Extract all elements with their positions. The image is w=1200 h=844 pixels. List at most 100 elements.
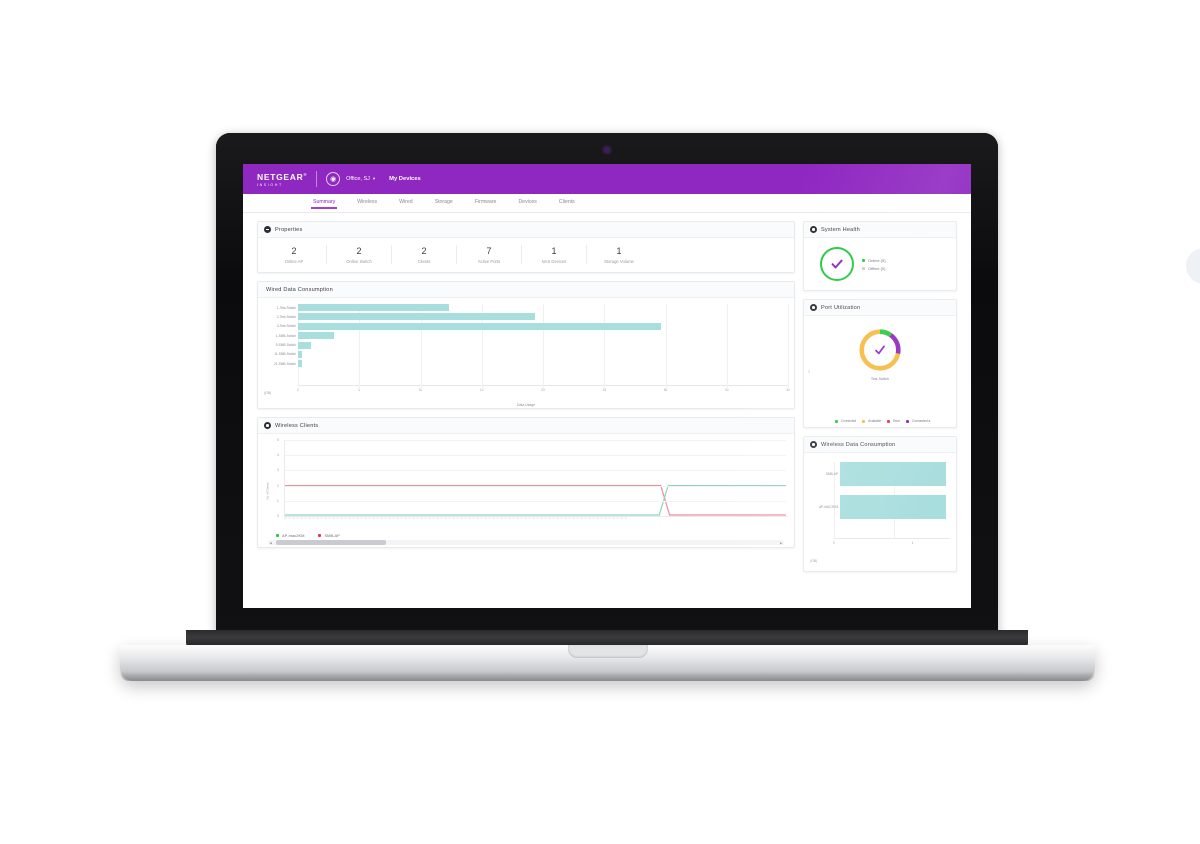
check-circle-icon (820, 247, 854, 281)
wireless-clients-x-axis: 12:00 12:00 12:00 12:00 12:00 12:00 12:00 12:00… (284, 516, 788, 531)
stat-label: Storage Volume (604, 259, 634, 264)
tab-firmware[interactable]: Firmware (474, 198, 497, 205)
wireless-data-consumption-card: Wireless Data Consumption SMB-AP AP-MAC2K… (803, 436, 957, 572)
y-tick-label: 2 (277, 483, 279, 488)
gridline (665, 304, 667, 390)
wired-x-axis-title: Data Usage (517, 403, 535, 407)
bar-row: 5-SMB-Switch (276, 341, 788, 349)
properties-card: Properties 2 Online AP 2 Online Switch (257, 221, 795, 273)
scroll-right-icon[interactable]: ▶ (780, 540, 783, 545)
legend-item-connected-lower-speed[interactable]: Connected a (906, 419, 930, 423)
port-utilization-device-name: Test-Switch (870, 377, 890, 381)
legend-item[interactable]: AP-mac2KM (276, 533, 304, 538)
legend-label: Available (868, 419, 882, 423)
legend-swatch (834, 419, 838, 423)
stat-value: 2 (291, 246, 297, 256)
wired-title: Wired Data Consumption (266, 286, 333, 293)
x-tick-label: 5 (358, 388, 361, 392)
legend-label: Online (5) (868, 257, 886, 263)
stat-value: 7 (486, 246, 492, 256)
tab-summary[interactable]: Summary (310, 199, 338, 209)
circle-dot-icon[interactable] (264, 422, 271, 429)
main-tabs: Summary Wireless Wired Storage Firmware … (243, 194, 971, 213)
chevron-down-icon[interactable]: ▾ (372, 176, 376, 181)
x-tick-label: 20 (541, 388, 545, 392)
legend-item-error[interactable]: Error (887, 419, 900, 423)
tab-wireless[interactable]: Wireless (357, 198, 378, 205)
bar-row: 1-Test-Switch (277, 304, 788, 311)
legend-item[interactable]: SMB-AP (318, 533, 340, 538)
bar (298, 350, 303, 358)
legend-item-online[interactable]: Online (5) (862, 258, 886, 263)
wired-card-header: Wired Data Consumption (258, 282, 794, 298)
horizontal-scrollbar[interactable]: ◀ ▶ (268, 540, 784, 545)
wireless-data-title: Wireless Data Consumption (821, 441, 896, 448)
legend-label: Connected (840, 419, 857, 423)
circle-dot-icon[interactable] (810, 441, 817, 448)
tab-clients[interactable]: Clients (558, 198, 575, 205)
bar-row: SMB-AP (826, 462, 950, 486)
bar-row: 2-Test-Switch (277, 313, 788, 321)
brand-subtitle: INSIGHT (257, 182, 283, 187)
chevron-left-icon[interactable]: ‹ (808, 368, 811, 375)
org-name[interactable]: Office, SJ (346, 176, 370, 182)
donut-segments (859, 329, 901, 371)
circle-dot-icon[interactable] (810, 304, 817, 311)
brand-trademark-icon: ® (303, 172, 308, 178)
legend-label: Offline (0) (868, 265, 886, 271)
dashboard-left-column: Properties 2 Online AP 2 Online Switch (257, 221, 795, 572)
legend-item-connected[interactable]: Connected (834, 419, 857, 423)
brand-name: NETGEAR (257, 171, 304, 182)
my-devices-link[interactable]: My Devices (389, 176, 421, 182)
system-health-title: System Health (821, 226, 860, 233)
wireless-clients-y-axis-title: No of Clients (265, 481, 270, 500)
stat-online-ap: 2 Online AP (262, 245, 327, 264)
wireless-clients-card-header: Wireless Clients (258, 418, 794, 434)
netgear-logo[interactable]: NETGEAR® INSIGHT (257, 170, 307, 188)
bar-row: 3-Test-Switch (277, 322, 788, 330)
legend-label: Connected a (912, 419, 931, 423)
decorative-dot (1186, 248, 1200, 284)
wired-chart: 1-Test-Switch 2-Test-Switch 3-Test-Switch 1… (258, 298, 794, 408)
properties-stats: 2 Online AP 2 Online Switch 2 Clients (258, 238, 794, 272)
legend-item-offline[interactable]: Offline (0) (862, 266, 886, 271)
gridline (481, 304, 483, 390)
laptop-screen: NETGEAR® INSIGHT ◉ Office, SJ ▾ My Devic… (243, 164, 971, 608)
stat-label: Clients (417, 259, 431, 264)
legend-label: Error (893, 419, 901, 423)
header-divider (316, 171, 318, 187)
x-tick-label: 1 (911, 541, 914, 545)
y-tick-label: 5 (277, 438, 279, 442)
bar-label: 3-Test-Switch (276, 324, 296, 329)
minus-circle-icon[interactable] (264, 226, 271, 233)
stat-value: 1 (616, 246, 622, 256)
legend-item-available[interactable]: Available (862, 419, 881, 423)
bar (840, 495, 947, 519)
x-tick-label: 25 (602, 388, 607, 392)
scrollbar-thumb[interactable] (276, 540, 386, 545)
tab-wired[interactable]: Wired (399, 198, 413, 205)
port-utilization-card-header: Port Utilization (804, 300, 956, 316)
scroll-left-icon[interactable]: ◀ (269, 540, 272, 545)
bar (298, 360, 303, 368)
bar-label: 5-SMB-Switch (275, 343, 296, 348)
stat-label: Online AP (284, 259, 304, 264)
bar-label: AP-MAC2KM (819, 505, 838, 509)
tab-storage[interactable]: Storage (434, 198, 453, 205)
dashboard-right-column: System Health Online (5) (803, 221, 957, 572)
y-tick-label: 4 (277, 453, 279, 458)
system-health-body: Online (5) Offline (0) (804, 238, 956, 290)
gridline (285, 470, 786, 472)
stat-label: Online Switch (346, 259, 372, 264)
bar (298, 304, 450, 311)
stat-nas-devices: 1 NAS Devices (522, 245, 587, 264)
app-header: NETGEAR® INSIGHT ◉ Office, SJ ▾ My Devic… (243, 164, 971, 194)
wired-bars: 1-Test-Switch 2-Test-Switch 3-Test-Switch 1… (264, 304, 788, 368)
bar-row: 21-SMB-Switch (274, 360, 788, 368)
x-tick-label: 0 (833, 541, 835, 545)
circle-dot-icon[interactable] (810, 226, 817, 233)
tab-devices[interactable]: Devices (518, 198, 537, 205)
donut-chart (856, 326, 904, 374)
